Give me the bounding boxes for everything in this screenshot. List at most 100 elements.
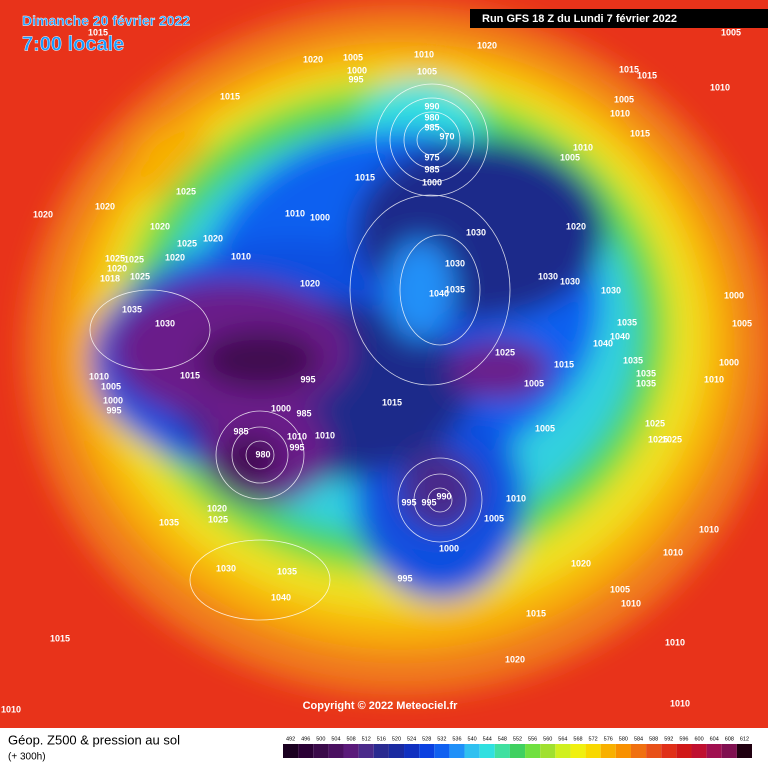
- isobar-label: 1035: [636, 378, 656, 388]
- colorbar-cell: [646, 744, 662, 758]
- isobar-label: 1015: [88, 27, 108, 37]
- colorbar-tick-label: 592: [664, 736, 673, 742]
- colorbar-cell: [555, 744, 571, 758]
- colorbar-tick-label: 512: [362, 736, 371, 742]
- isobar-label: 995: [289, 442, 304, 452]
- isobar-label: 1015: [554, 359, 574, 369]
- colorbar-cell: [434, 744, 450, 758]
- run-box: [470, 9, 768, 28]
- colorbar-cell: [283, 744, 299, 758]
- isobar-label: 1020: [571, 558, 591, 568]
- colorbar-tick-label: 524: [407, 736, 416, 742]
- colorbar-cell: [721, 744, 737, 758]
- isobar-label: 995: [300, 374, 315, 384]
- colorbar-cell: [464, 744, 480, 758]
- colorbar-cell: [540, 744, 556, 758]
- colorbar-cell: [570, 744, 586, 758]
- isobar-label: 1025: [130, 271, 150, 281]
- colorbar-cell: [479, 744, 495, 758]
- isobar-label: 1010: [665, 637, 685, 647]
- isobar-label: 970: [439, 131, 454, 141]
- colorbar-tick-label: 588: [649, 736, 658, 742]
- isobar-label: 1010: [663, 547, 683, 557]
- colorbar-cell: [525, 744, 541, 758]
- isobar-label: 1040: [610, 331, 630, 341]
- colorbar-cell: [706, 744, 722, 758]
- isobar-label: 1035: [617, 317, 637, 327]
- isobar-label: 1005: [535, 423, 555, 433]
- colorbar-cell: [600, 744, 616, 758]
- isobar-label: 1020: [207, 503, 227, 513]
- colorbar-tick-label: 544: [483, 736, 492, 742]
- isobar-label: 1020: [165, 252, 185, 262]
- isobar-label: 995: [106, 405, 121, 415]
- isobar-label: 1005: [343, 52, 363, 62]
- isobar-label: 1010: [89, 371, 109, 381]
- run-info: Run GFS 18 Z du Lundi 7 février 2022: [482, 13, 677, 25]
- isobar-label: 1015: [630, 128, 650, 138]
- colorbar-cell: [373, 744, 389, 758]
- colorbar-cell: [328, 744, 344, 758]
- colorbar-cell: [449, 744, 465, 758]
- isobar-label: 1020: [303, 54, 323, 64]
- colorbar-tick-label: 532: [437, 736, 446, 742]
- isobar-label: 1000: [103, 395, 123, 405]
- isobar-label: 1005: [610, 584, 630, 594]
- isobar-label: 1020: [477, 40, 497, 50]
- colorbar-tick-label: 548: [498, 736, 507, 742]
- isobar-label: 1000: [439, 543, 459, 553]
- isobar-label: 1005: [101, 381, 121, 391]
- isobar-label: 1035: [636, 368, 656, 378]
- colorbar-tick-label: 508: [346, 736, 355, 742]
- colorbar-cell: [661, 744, 677, 758]
- colorbar-tick-label: 536: [452, 736, 461, 742]
- colorbar-tick-label: 612: [740, 736, 749, 742]
- colorbar-cell: [298, 744, 314, 758]
- colorbar-cell: [630, 744, 647, 758]
- colorbar-tick-label: 540: [468, 736, 477, 742]
- colorbar-cell: [343, 744, 359, 758]
- colorbar-tick-label: 552: [513, 736, 522, 742]
- isobar-label: 1000: [310, 212, 330, 222]
- isobar-label: 1010: [573, 142, 593, 152]
- isobar-label: 1005: [732, 318, 752, 328]
- isobar-label: 1020: [300, 278, 320, 288]
- colorbar-cell: [691, 744, 707, 758]
- colorbar-cell: [404, 744, 420, 758]
- isobar-label: 980: [255, 449, 270, 459]
- isobar-label: 1010: [287, 431, 307, 441]
- isobar-label: 1035: [445, 284, 465, 294]
- isobar-label: 1030: [216, 563, 236, 573]
- isobar-label: 1015: [619, 64, 639, 74]
- isobar-label: 1000: [347, 65, 367, 75]
- isobar-label: 1005: [614, 94, 634, 104]
- footer-title: Géop. Z500 & pression au sol: [8, 732, 180, 747]
- colorbar-tick-label: 500: [316, 736, 325, 742]
- colorbar-cell: [358, 744, 374, 758]
- isobar-label: 1010: [704, 374, 724, 384]
- colorbar-cell: [615, 744, 631, 758]
- isobar-label: 1015: [526, 608, 546, 618]
- forecast-time: 7:00 locale: [22, 33, 124, 55]
- isobar-label: 985: [424, 122, 439, 132]
- isobar-label: 1010: [315, 430, 335, 440]
- colorbar-tick-label: 528: [422, 736, 431, 742]
- colorbar-tick-label: 564: [558, 736, 567, 742]
- isobar-label: 1025: [662, 434, 682, 444]
- colorbar-tick-label: 608: [725, 736, 734, 742]
- colorbar-tick-label: 496: [301, 736, 310, 742]
- isobar-label: 1010: [670, 698, 690, 708]
- isobar-label: 985: [424, 164, 439, 174]
- isobar-label: 985: [296, 408, 311, 418]
- colorbar-tick-label: 584: [634, 736, 643, 742]
- colorbar-tick-label: 596: [679, 736, 688, 742]
- isobar-label: 1015: [637, 70, 657, 80]
- isobar-label: 1010: [710, 82, 730, 92]
- colorbar-tick-label: 504: [331, 736, 340, 742]
- isobar-label: 1035: [277, 566, 297, 576]
- colorbar-tick-label: 576: [604, 736, 613, 742]
- z500-field: [25, 5, 768, 695]
- isobar-label: 1010: [506, 493, 526, 503]
- colorbar-tick-label: 516: [377, 736, 386, 742]
